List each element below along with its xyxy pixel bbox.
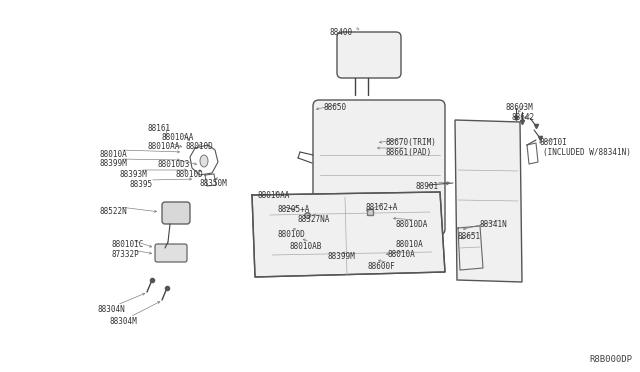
Text: 88341N: 88341N xyxy=(480,220,508,229)
Text: 88304M: 88304M xyxy=(110,317,138,326)
Text: 87332P: 87332P xyxy=(112,250,140,259)
Text: 88650: 88650 xyxy=(323,103,346,112)
Text: 88350M: 88350M xyxy=(200,179,228,188)
Text: 88010D3: 88010D3 xyxy=(157,160,189,169)
Text: 88600F: 88600F xyxy=(368,262,396,271)
Text: 88651: 88651 xyxy=(458,232,481,241)
Text: 88010A: 88010A xyxy=(387,250,415,259)
Polygon shape xyxy=(252,192,445,277)
Text: 88010AA: 88010AA xyxy=(148,142,180,151)
Text: 88161: 88161 xyxy=(148,124,171,133)
Text: 88399M: 88399M xyxy=(100,159,128,168)
FancyBboxPatch shape xyxy=(155,244,187,262)
Text: 88661(PAD): 88661(PAD) xyxy=(386,148,432,157)
Text: 88603M: 88603M xyxy=(506,103,534,112)
Text: 88010DA: 88010DA xyxy=(395,220,428,229)
Text: 88901: 88901 xyxy=(416,182,439,191)
Text: 88010D: 88010D xyxy=(176,170,204,179)
Text: 88010D: 88010D xyxy=(185,142,212,151)
Text: 88205+A: 88205+A xyxy=(278,205,310,214)
Text: 88010A: 88010A xyxy=(100,150,128,159)
Text: 88162+A: 88162+A xyxy=(366,203,398,212)
Text: 88327NA: 88327NA xyxy=(298,215,330,224)
Polygon shape xyxy=(455,120,522,282)
Text: 88395: 88395 xyxy=(130,180,153,189)
Text: 88304N: 88304N xyxy=(97,305,125,314)
Text: 88010D: 88010D xyxy=(278,230,306,239)
Text: 88399M: 88399M xyxy=(327,252,355,261)
FancyBboxPatch shape xyxy=(162,202,190,224)
Text: 88010I: 88010I xyxy=(540,138,568,147)
Text: 88010IC: 88010IC xyxy=(112,240,145,249)
Text: 88010AA: 88010AA xyxy=(162,133,195,142)
Text: (INCLUDED W/88341N): (INCLUDED W/88341N) xyxy=(543,148,631,157)
Text: 88400: 88400 xyxy=(330,28,353,37)
FancyBboxPatch shape xyxy=(313,100,445,235)
FancyBboxPatch shape xyxy=(337,32,401,78)
Text: R8B000DP: R8B000DP xyxy=(589,355,632,364)
Text: 88522N: 88522N xyxy=(100,207,128,216)
Text: 88010AA: 88010AA xyxy=(257,191,289,200)
Text: 88393M: 88393M xyxy=(120,170,148,179)
Text: 88010A: 88010A xyxy=(395,240,423,249)
Text: 88010AB: 88010AB xyxy=(290,242,323,251)
Text: 88642: 88642 xyxy=(512,113,535,122)
Ellipse shape xyxy=(200,155,208,167)
Text: 88670(TRIM): 88670(TRIM) xyxy=(386,138,437,147)
